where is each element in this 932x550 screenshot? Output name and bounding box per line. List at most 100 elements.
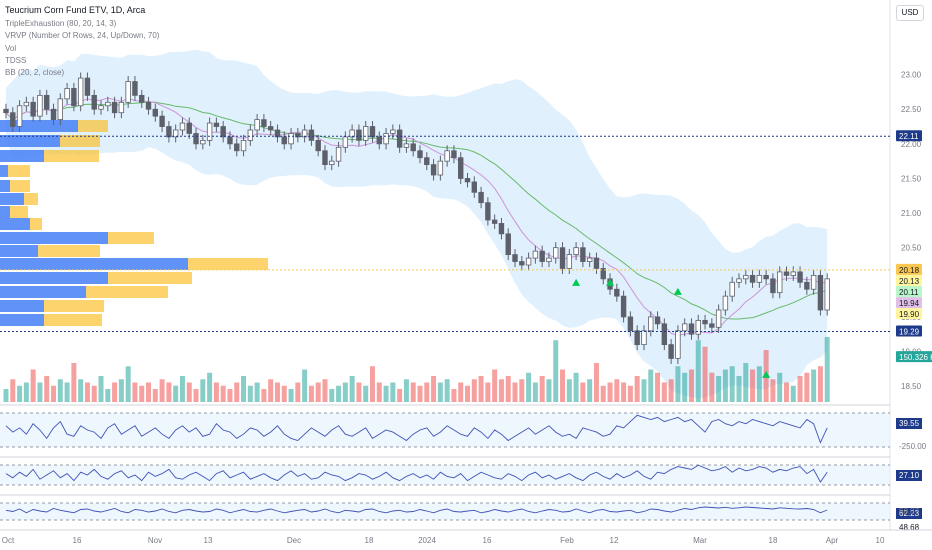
candle-body [478, 191, 484, 204]
candle-body [763, 274, 769, 280]
volume-bar [71, 363, 77, 402]
candle-body [736, 278, 742, 283]
volume-profile-up-row [0, 206, 10, 218]
volume-bar [179, 376, 185, 402]
price-tag-box [896, 263, 922, 275]
x-tick-label: 18 [365, 536, 374, 545]
volume-bar [112, 382, 118, 402]
candle-body [23, 101, 30, 107]
volume-profile-up-row [0, 218, 30, 230]
candle-body [770, 278, 776, 294]
volume-profile-down-row [38, 245, 100, 257]
volume-bar [336, 385, 342, 402]
candle-body [525, 257, 532, 266]
volume-bar [234, 382, 240, 402]
candle-body [810, 274, 817, 290]
volume-bar [220, 385, 226, 402]
candle-body [227, 136, 233, 145]
candle-body [234, 143, 240, 152]
candle-body [559, 247, 566, 269]
panel-series-line [5, 506, 828, 514]
candle-body [491, 219, 498, 224]
volume-bar [261, 389, 267, 402]
volume-bar [186, 382, 192, 402]
candle-body [376, 136, 382, 145]
volume-bar [105, 389, 111, 402]
candle-body [105, 101, 111, 107]
volume-bar [356, 382, 362, 402]
indicator-label-1[interactable]: TripleExhaustion (80, 20, 14, 3) [5, 19, 117, 28]
indicator-label-5[interactable]: BB (20, 2, close) [5, 68, 65, 77]
volume-bar [790, 385, 796, 402]
volume-profile-up-row [0, 180, 10, 192]
volume-profile-down-row [78, 120, 108, 132]
candle-body [247, 129, 254, 141]
volume-profile-down-row [24, 193, 38, 205]
price-tag-box [896, 308, 922, 320]
signal-triangle [606, 278, 615, 286]
candle-body [132, 81, 138, 96]
candle-body [458, 157, 464, 179]
volume-bar [64, 382, 70, 402]
candle-body [715, 309, 722, 328]
volume-profile-up-row [0, 258, 188, 270]
volume-bar [10, 379, 16, 402]
indicator-label-3[interactable]: Vol [5, 44, 17, 53]
price-tag-label: 150.326 K [899, 353, 932, 362]
x-tick-label: Apr [826, 536, 839, 545]
volume-bar [824, 337, 830, 402]
candle-body [98, 105, 104, 110]
candle-body [37, 94, 43, 117]
candle-body [634, 330, 640, 346]
volume-profile-up-row [0, 193, 24, 205]
candle-body [648, 316, 654, 332]
candle-body [118, 101, 125, 114]
volume-bar [634, 376, 640, 402]
volume-bar [783, 382, 789, 402]
candle-body [363, 126, 369, 141]
volume-bar [607, 382, 613, 402]
candle-body [573, 247, 579, 256]
volume-bar [166, 382, 172, 402]
volume-bar [125, 366, 131, 402]
volume-bar [716, 376, 722, 402]
candle-body [220, 126, 226, 138]
volume-bar [173, 385, 179, 402]
candle-body [600, 268, 606, 280]
candle-body [695, 319, 701, 335]
volume-bar [777, 372, 783, 402]
volume-bar [458, 382, 464, 402]
candle-body [342, 136, 349, 148]
volume-profile-down-row [10, 180, 30, 192]
volume-bar [139, 385, 145, 402]
volume-profile-up-row [0, 300, 44, 312]
volume-bar [91, 385, 97, 402]
volume-profile-up-row [0, 165, 8, 177]
candle-body [322, 150, 328, 166]
volume-bar [349, 376, 355, 402]
indicator-label-2[interactable]: VRVP (Number Of Rows, 24, Up/Down, 70) [5, 31, 160, 40]
x-tick-label: 16 [73, 536, 82, 545]
volume-bar [322, 379, 328, 402]
price-tag-label: 19.94 [899, 299, 920, 308]
volume-bar [30, 369, 36, 402]
volume-bar [390, 382, 396, 402]
candle-body [77, 77, 84, 107]
candle-body [213, 122, 220, 127]
currency-button[interactable]: USD [896, 5, 924, 21]
candle-body [64, 88, 70, 100]
volume-profile-down-row [44, 314, 102, 326]
candle-body [580, 247, 586, 262]
volume-profile-up-row [0, 314, 44, 326]
candle-body [145, 101, 152, 110]
candle-body [756, 274, 763, 283]
panel-series-line [5, 414, 828, 444]
volume-bar [621, 382, 627, 402]
volume-bar [682, 372, 688, 402]
candle-body [274, 129, 281, 138]
volume-bar [247, 385, 253, 402]
indicator-label-4[interactable]: TDSS [5, 56, 27, 65]
candle-body [152, 108, 159, 117]
volume-bar [281, 385, 287, 402]
